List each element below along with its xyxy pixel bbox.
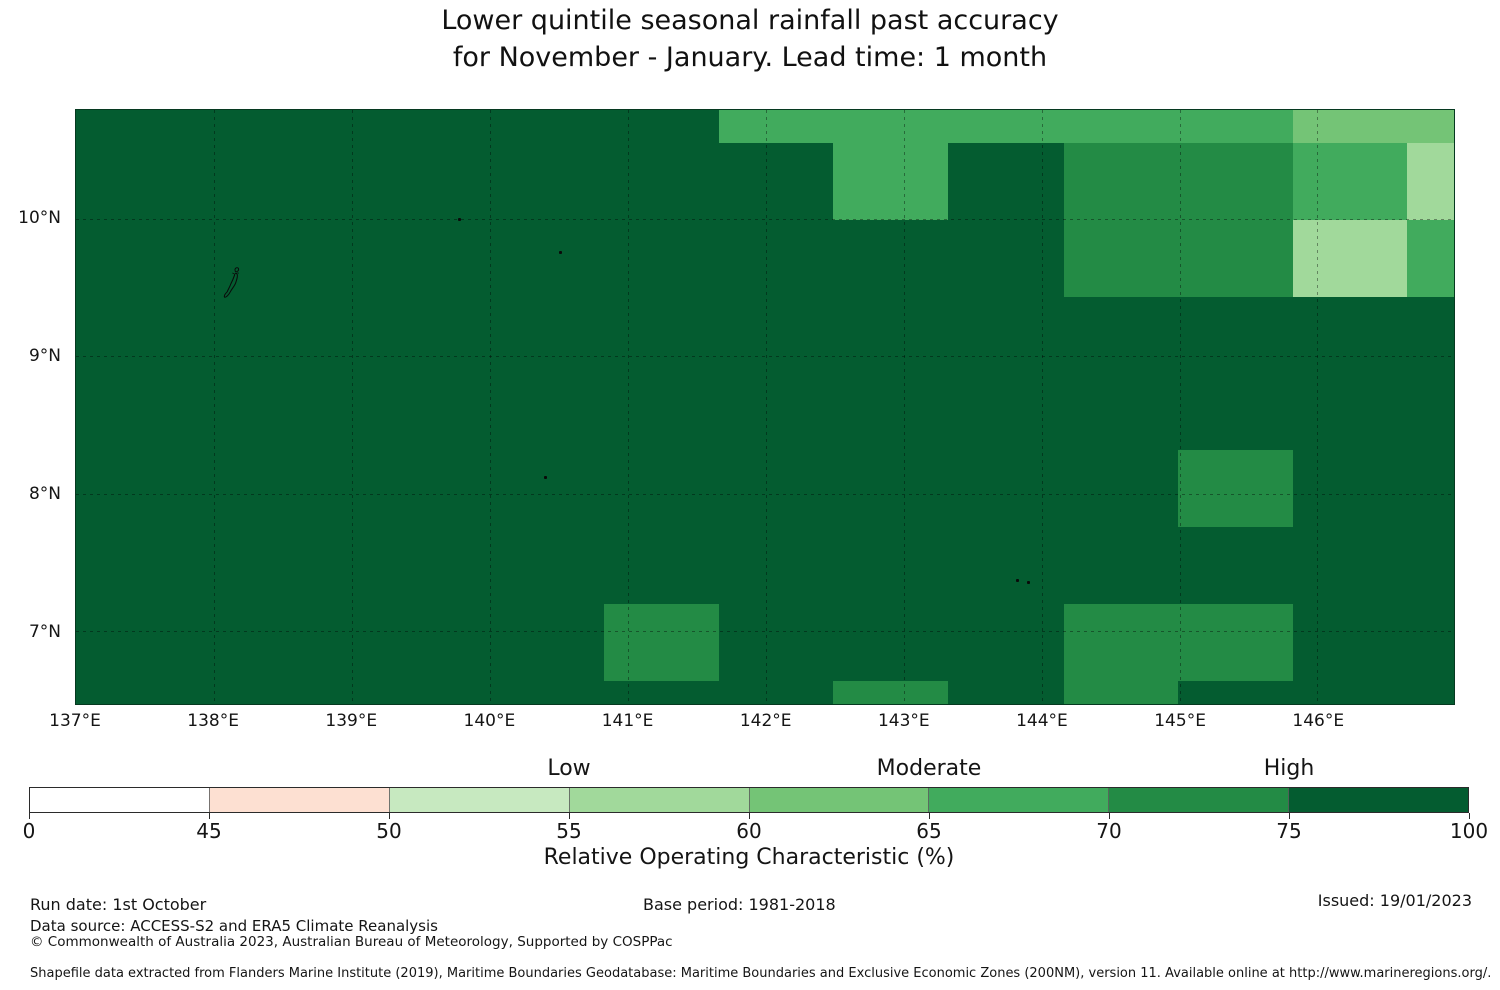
run-date-text: Run date: 1st October <box>30 895 207 914</box>
heatmap-cell <box>1292 110 1454 143</box>
map-plot <box>75 109 1455 705</box>
x-tick-label: 140°E <box>463 711 516 731</box>
heatmap-cell <box>1407 220 1454 297</box>
x-tick-label: 137°E <box>49 711 101 731</box>
colorbar-tickmarks <box>29 813 1470 819</box>
colorbar-tick-label: 55 <box>556 819 582 843</box>
y-tick-label: 8°N <box>28 483 61 504</box>
heatmap-cell <box>718 110 1293 143</box>
chart-title-line2: for November - January. Lead time: 1 mon… <box>452 42 1048 73</box>
colorbar-tick <box>749 813 750 819</box>
heatmap-cell <box>833 680 948 704</box>
colorbar-segment <box>928 788 1109 812</box>
colorbar-category-label: High <box>1263 756 1315 781</box>
data-source-text: Data source: ACCESS-S2 and ERA5 Climate … <box>30 917 438 935</box>
colorbar-tick <box>1289 813 1290 819</box>
island-marker <box>1026 580 1030 584</box>
colorbar-tick-label: 70 <box>1096 819 1122 843</box>
colorbar-tick <box>1469 813 1470 819</box>
colorbar-tick-label: 0 <box>22 819 36 843</box>
heatmap-cell <box>1292 220 1408 297</box>
colorbar-tick-label: 60 <box>736 819 762 843</box>
heatmap-cell <box>1178 603 1293 681</box>
colorbar-tick <box>929 813 930 819</box>
island-outline <box>221 265 242 301</box>
shapefile-note-text: Shapefile data extracted from Flanders M… <box>30 966 1492 981</box>
base-period-text: Base period: 1981-2018 <box>643 895 836 914</box>
colorbar-segment <box>208 788 389 812</box>
y-tick-label: 7°N <box>28 621 61 642</box>
longitude-gridline <box>765 110 767 704</box>
latitude-gridline <box>76 631 1454 633</box>
latitude-gridline <box>76 218 1454 220</box>
colorbar-tick <box>1109 813 1110 819</box>
y-tick-label: 9°N <box>28 345 61 366</box>
heatmap-cell <box>604 603 719 681</box>
chart-title-line1: Lower quintile seasonal rainfall past ac… <box>441 5 1059 36</box>
colorbar-tick <box>29 813 30 819</box>
heatmap-cell <box>1407 142 1454 220</box>
latitude-gridline <box>76 493 1454 495</box>
copyright-text: © Commonwealth of Australia 2023, Austra… <box>30 934 673 950</box>
island-marker <box>1015 579 1019 583</box>
longitude-gridline <box>489 110 491 704</box>
colorbar-tick <box>209 813 210 819</box>
colorbar-segment <box>1288 788 1468 812</box>
colorbar-segment <box>30 788 209 812</box>
latitude-gridline <box>76 356 1454 358</box>
heatmap-cell <box>1178 449 1293 527</box>
colorbar-tick <box>389 813 390 819</box>
heatmap-cell <box>1063 142 1293 297</box>
colorbar <box>29 787 1469 813</box>
longitude-gridline <box>627 110 629 704</box>
colorbar-segment <box>388 788 569 812</box>
longitude-gridline <box>351 110 353 704</box>
colorbar-axis-label: Relative Operating Characteristic (%) <box>543 845 955 870</box>
colorbar-tick-label: 75 <box>1276 819 1302 843</box>
heatmap-cell <box>833 142 948 220</box>
island-marker <box>458 217 462 221</box>
x-tick-label: 141°E <box>601 711 654 731</box>
colorbar-category-label: Low <box>547 756 591 781</box>
colorbar-tick-label: 45 <box>196 819 222 843</box>
colorbar-tick-labels: 0 45 50 55 60 65 70 75 100 <box>23 819 1488 843</box>
y-axis: 10°N 9°N 8°N 7°N <box>0 109 75 705</box>
island-outline-svg <box>223 267 239 299</box>
x-tick-label: 139°E <box>325 711 378 731</box>
heatmap-cell <box>1292 142 1408 220</box>
longitude-gridline <box>1041 110 1043 704</box>
x-tick-label: 145°E <box>1154 711 1206 731</box>
island-marker <box>559 250 563 254</box>
colorbar-category-label: Moderate <box>876 756 982 781</box>
y-tick-label: 10°N <box>18 207 61 228</box>
longitude-gridline <box>213 110 215 704</box>
colorbar-segment <box>1108 788 1289 812</box>
colorbar-tick-label: 65 <box>916 819 942 843</box>
colorbar-segment <box>748 788 929 812</box>
longitude-gridline <box>1179 110 1181 704</box>
x-tick-label: 146°E <box>1292 711 1345 731</box>
x-axis: 137°E 138°E 139°E 140°E 141°E 142°E 143°E 144°E… <box>49 711 1455 733</box>
colorbar-tick-label: 100 <box>1449 819 1489 843</box>
x-tick-label: 142°E <box>739 711 792 731</box>
x-tick-label: 138°E <box>187 711 239 731</box>
longitude-gridline <box>903 110 905 704</box>
longitude-gridline <box>1317 110 1319 704</box>
island-marker <box>543 476 547 480</box>
x-tick-label: 144°E <box>1016 711 1068 731</box>
colorbar-tick <box>569 813 570 819</box>
colorbar-segment <box>568 788 749 812</box>
heatmap-cell <box>1063 603 1179 704</box>
issued-date-text: Issued: 19/01/2023 <box>1317 891 1472 910</box>
colorbar-tick-label: 50 <box>376 819 402 843</box>
colorbar-category-labels: Low Moderate High <box>29 756 1469 784</box>
x-tick-label: 143°E <box>877 711 930 731</box>
